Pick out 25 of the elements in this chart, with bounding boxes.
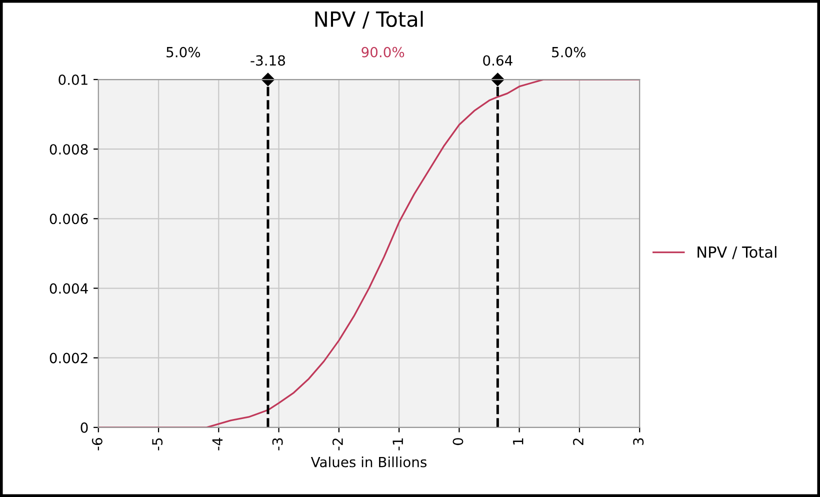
- x-tick-label: 2: [572, 438, 584, 445]
- y-tick-label: 0.004: [50, 283, 88, 294]
- text: 5.0%: [552, 46, 586, 58]
- x-tick-label: -4: [212, 438, 222, 450]
- y-tick-label: 0.01: [58, 74, 88, 85]
- x-tick-label: -2: [332, 438, 343, 450]
- x-tick-label: 3: [633, 438, 644, 445]
- x-tick-label: 1: [513, 438, 524, 444]
- y-tick-label: 0: [80, 422, 88, 433]
- y-tick-label: 0.006: [50, 214, 88, 224]
- y-tick-label: 0.008: [50, 144, 88, 155]
- x-tick-label: 0: [452, 438, 464, 446]
- text: 90.0%: [362, 46, 404, 58]
- x-tick-label: -5: [152, 438, 163, 450]
- text: 5.0%: [166, 46, 200, 58]
- x-tick-label: -6: [92, 438, 102, 450]
- x-tick-label: -3: [272, 438, 283, 450]
- chart-title: NPV / Total: [315, 10, 423, 29]
- y-tick-label: 0.002: [50, 352, 88, 364]
- x-axis-title: Values in Billions: [310, 456, 427, 468]
- ref-line-label: 0.64: [483, 55, 512, 66]
- x-tick-label: -1: [392, 438, 403, 450]
- line-series: [98, 80, 640, 428]
- legend-label: NPV / Total: [698, 246, 776, 260]
- ref-line-label: -3.18: [250, 55, 285, 66]
